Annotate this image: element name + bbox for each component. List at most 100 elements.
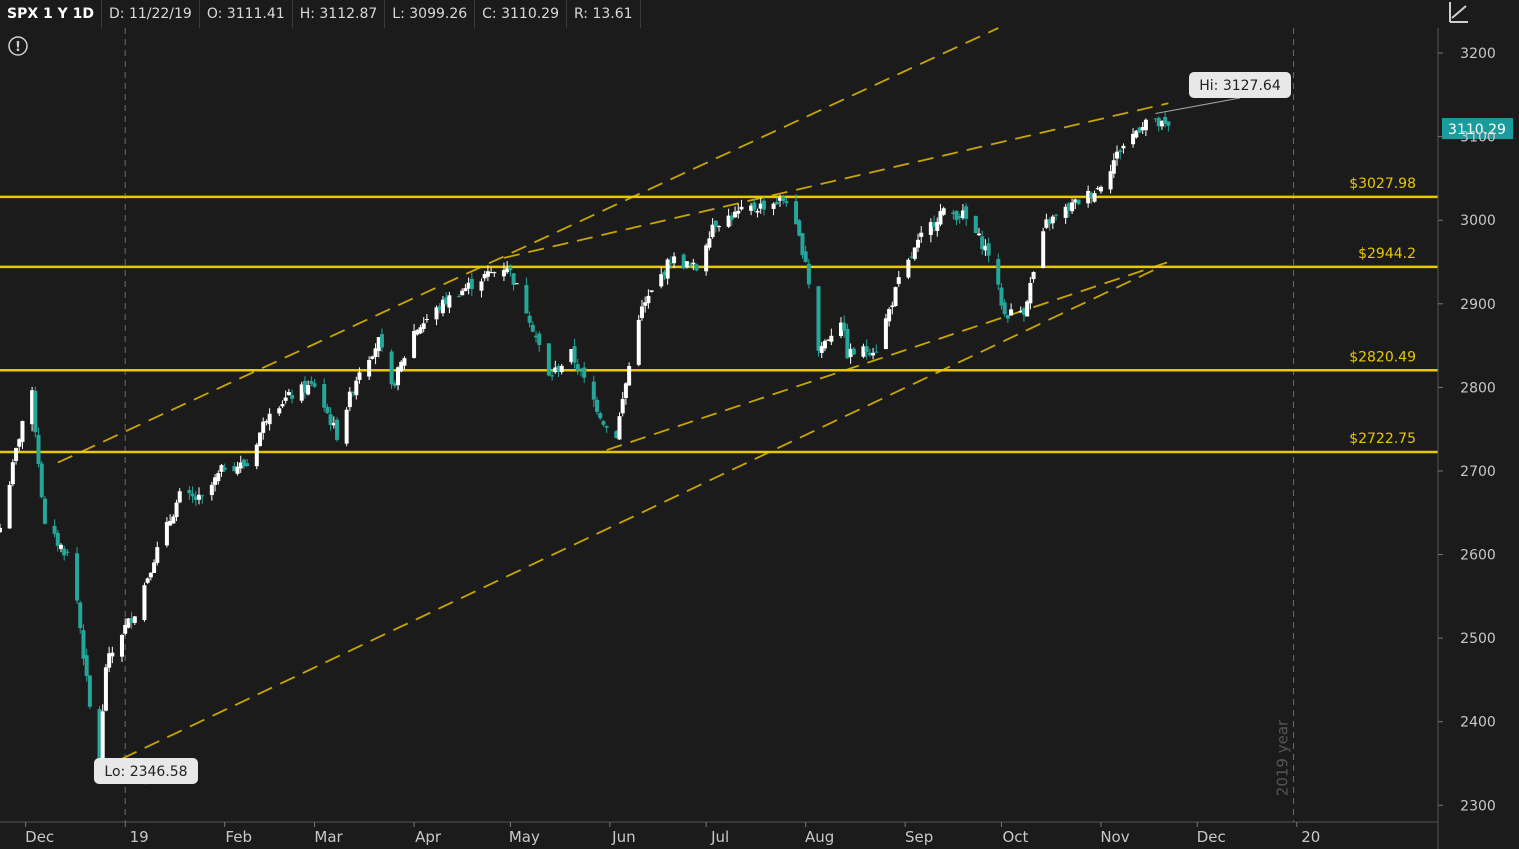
drawing-tool-icon[interactable] (1446, 0, 1470, 26)
candle (771, 202, 776, 216)
candle-body (1076, 199, 1081, 205)
candle (469, 272, 474, 297)
x-tick-label: Feb (225, 828, 252, 846)
candle (155, 541, 160, 566)
candle (302, 376, 307, 399)
candle-body (1089, 192, 1094, 198)
candle (370, 355, 375, 360)
candle-body (704, 245, 709, 272)
candle-body (733, 211, 738, 218)
candle-body (257, 432, 262, 447)
candle (688, 262, 693, 269)
candle-body (200, 495, 205, 497)
candle-body (729, 215, 734, 220)
candle-body (1021, 308, 1026, 315)
candle-body (684, 261, 689, 268)
candle (421, 317, 426, 333)
candle-body (1002, 302, 1007, 315)
candle-body (389, 351, 394, 385)
candle-body (1018, 310, 1023, 313)
candle-body (755, 210, 760, 213)
candle (864, 339, 869, 360)
price-level-label: $2820.49 (1349, 349, 1416, 365)
candle (546, 343, 551, 377)
candle-body (437, 306, 442, 310)
candle (1089, 191, 1094, 205)
candle (717, 225, 721, 232)
candle-body (1031, 272, 1036, 280)
candle-body (489, 272, 494, 274)
candle-body (681, 254, 686, 269)
x-tick-label: Oct (1002, 828, 1028, 846)
candle-body (710, 224, 715, 238)
candle-body (1063, 206, 1068, 218)
candle (440, 296, 445, 317)
candle (103, 664, 108, 712)
candle (1028, 276, 1033, 310)
candle-body (261, 421, 266, 433)
candle (639, 299, 644, 321)
candle (434, 305, 439, 326)
candle-body (777, 197, 782, 201)
candle-body (286, 392, 291, 396)
candle (78, 600, 83, 634)
candle (119, 633, 124, 662)
candle (193, 491, 198, 506)
candle-body (537, 333, 542, 346)
info-circle-outline (8, 36, 28, 56)
candle-body (739, 206, 744, 210)
candle (328, 407, 333, 431)
candle-body (415, 330, 420, 335)
candle-body (469, 278, 474, 290)
hi-callout-label: Hi: 3127.64 (1199, 78, 1281, 94)
candle (283, 390, 288, 404)
candle-body (999, 287, 1004, 306)
candle (241, 458, 246, 470)
candle-body (0, 527, 2, 533)
candle-body (492, 272, 497, 274)
candle (838, 317, 843, 339)
candle-body (980, 236, 985, 250)
candle-body (919, 232, 924, 237)
candle-body (691, 262, 696, 265)
candle (668, 256, 673, 270)
candle-body (213, 477, 218, 485)
candle (1131, 128, 1136, 148)
candle (1156, 116, 1161, 132)
symbol-label[interactable]: SPX 1 Y 1D (0, 0, 103, 28)
candle (14, 447, 19, 465)
candle (861, 343, 866, 359)
candle-body (325, 406, 330, 414)
candle (803, 245, 808, 263)
candle (444, 292, 449, 306)
candle (691, 258, 696, 271)
candle (739, 199, 744, 211)
candle-body (960, 210, 965, 218)
candle-body (996, 259, 1001, 285)
candle (867, 348, 872, 358)
y-tick-label: 2800 (1460, 380, 1496, 396)
candle (890, 301, 895, 315)
candle (636, 314, 641, 367)
candle-body (627, 366, 632, 386)
candle (556, 363, 561, 378)
axes: 2300 2400 2500 2600 2700 2800 2900 3000 3100 3200… (0, 28, 1496, 849)
candle (132, 615, 137, 625)
candle-body (546, 343, 551, 376)
chart-grid: 2019 year (124, 28, 1295, 822)
candle (1153, 118, 1158, 123)
candle (681, 253, 686, 270)
candle-body (505, 268, 510, 273)
candle-body (797, 220, 802, 236)
candle (893, 286, 898, 307)
info-circle-icon[interactable]: ! (8, 36, 28, 56)
candle (466, 277, 471, 295)
candle-body (328, 414, 333, 425)
candle (604, 425, 609, 433)
candle-body (623, 383, 628, 398)
candle-body (717, 226, 721, 228)
candle-body (524, 284, 529, 314)
candle-body (1098, 186, 1103, 192)
candle-body (347, 391, 352, 408)
